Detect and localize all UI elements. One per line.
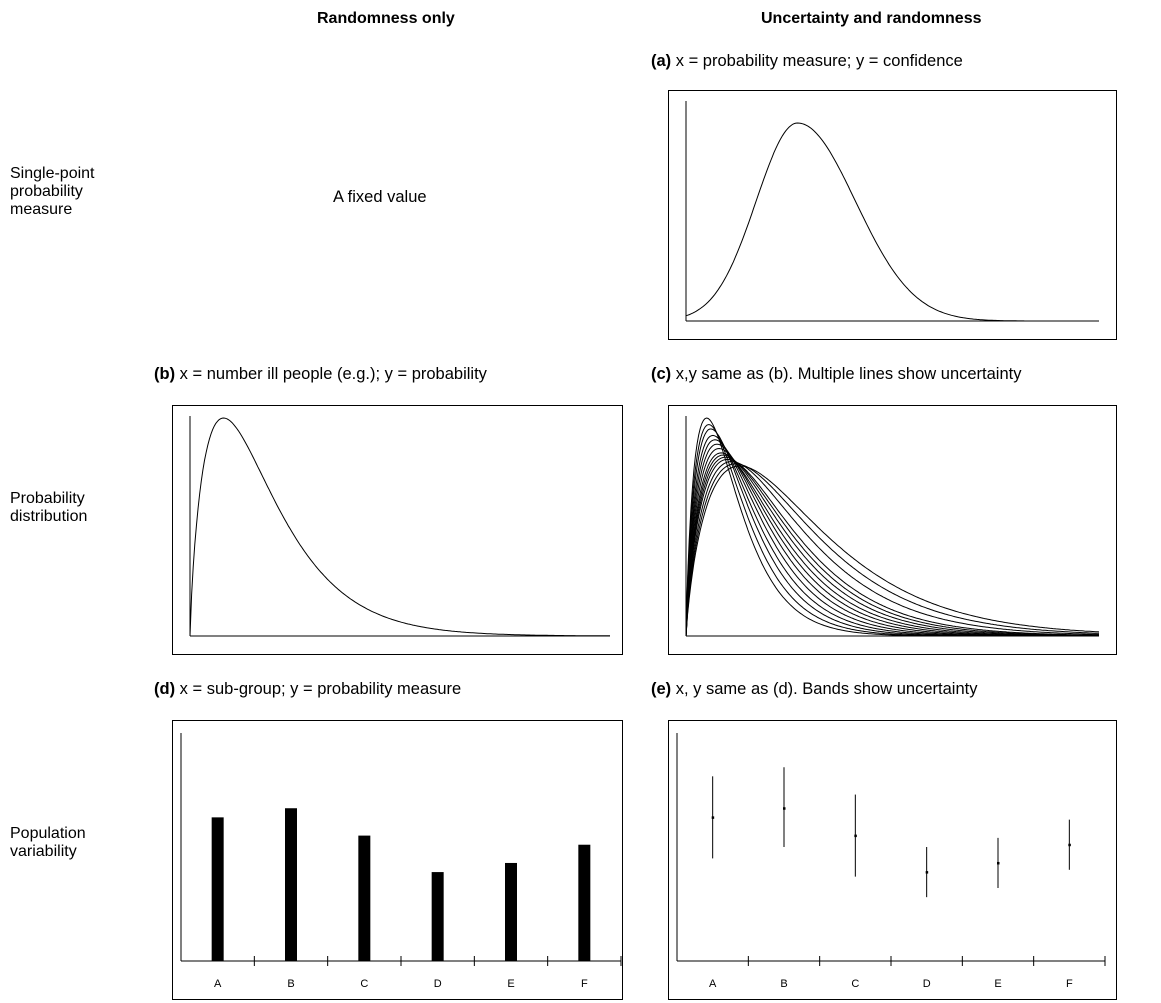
uncertainty-curve (685, 465, 1100, 637)
chart-a-frame (668, 90, 1117, 340)
bar-B (285, 808, 297, 961)
caption-e: (e) x, y same as (d). Bands show uncerta… (651, 680, 977, 699)
chart-a-plot (685, 101, 1099, 322)
chart-b-frame (172, 405, 623, 655)
x-tick-label: E (507, 978, 514, 990)
uncertainty-curve (685, 461, 1099, 637)
row-label-line: probability (10, 183, 83, 200)
chart-c-frame (668, 405, 1117, 655)
x-tick-label: B (780, 978, 787, 990)
uncertainty-curve (685, 434, 1099, 637)
x-tick-label: F (581, 978, 588, 990)
row-label-line: distribution (10, 508, 88, 525)
bar-D (431, 872, 444, 961)
confidence-curve (685, 122, 1025, 322)
caption-c: (c) x,y same as (b). Multiple lines show… (651, 365, 1021, 384)
x-tick-label: A (709, 978, 717, 990)
uncertainty-curve (685, 456, 1099, 637)
row-label-single-point: Single-point probability measure (10, 165, 95, 219)
header-randomness-only: Randomness only (317, 10, 455, 27)
caption-d: (d) x = sub-group; y = probability measu… (154, 680, 461, 699)
probability-curve (189, 417, 610, 637)
uncertainty-curve (685, 428, 1099, 637)
fixed-value-text: A fixed value (333, 188, 427, 206)
row-label-line: Population (10, 825, 86, 842)
chart-d-frame: A B C D E F (172, 720, 623, 1000)
chart-e-frame: A B C D E F (668, 720, 1117, 1000)
bar-C (358, 835, 371, 961)
caption-tag: (d) (154, 680, 176, 698)
caption-a: (a) x = probability measure; y = confide… (651, 52, 963, 71)
point-F (1068, 843, 1071, 847)
row-label-probability-distribution: Probability distribution (10, 490, 87, 526)
x-tick-label: C (851, 978, 859, 990)
caption-text: x = number ill people (e.g.); y = probab… (175, 365, 487, 383)
bar-E (505, 862, 517, 961)
caption-text: x,y same as (b). Multiple lines show unc… (671, 365, 1022, 383)
uncertainty-curve (685, 417, 1099, 637)
point-C (854, 834, 857, 838)
caption-tag: (b) (154, 365, 176, 383)
x-tick-label: D (923, 978, 931, 990)
point-E (997, 861, 1000, 865)
bar-A (211, 817, 224, 961)
chart-e-plot: A B C D E F (676, 733, 1106, 990)
chart-c-plot (685, 416, 1100, 637)
caption-tag: (c) (651, 365, 672, 383)
x-tick-label: A (214, 978, 222, 990)
caption-tag: (e) (651, 680, 672, 698)
chart-d-plot: A B C D E F (180, 733, 622, 990)
uncertainty-curve (685, 452, 1099, 637)
point-D (925, 871, 929, 874)
x-tick-label: B (287, 978, 294, 990)
row-label-line: Single-point (10, 165, 95, 182)
caption-text: x = sub-group; y = probability measure (175, 680, 462, 698)
caption-tag: (a) (651, 52, 672, 70)
row-label-line: measure (10, 201, 73, 218)
row-label-line: Probability (10, 490, 85, 507)
caption-b: (b) x = number ill people (e.g.); y = pr… (154, 365, 487, 384)
caption-text: x = probability measure; y = confidence (671, 52, 963, 70)
point-A (711, 816, 715, 819)
uncertainty-curve (685, 454, 1099, 637)
x-tick-label: E (994, 978, 1001, 990)
row-label-line: variability (10, 843, 77, 860)
x-tick-label: D (434, 978, 442, 990)
x-tick-label: C (360, 978, 368, 990)
chart-b-plot (189, 416, 610, 637)
row-label-population-variability: Population variability (10, 825, 86, 861)
point-B (783, 807, 786, 810)
uncertainty-curve (685, 463, 1099, 637)
bar-F (578, 844, 591, 961)
x-tick-label: F (1066, 978, 1073, 990)
uncertainty-curve (685, 458, 1100, 637)
caption-text: x, y same as (d). Bands show uncertainty (671, 680, 978, 698)
header-uncertainty-and-randomness: Uncertainty and randomness (761, 10, 982, 27)
